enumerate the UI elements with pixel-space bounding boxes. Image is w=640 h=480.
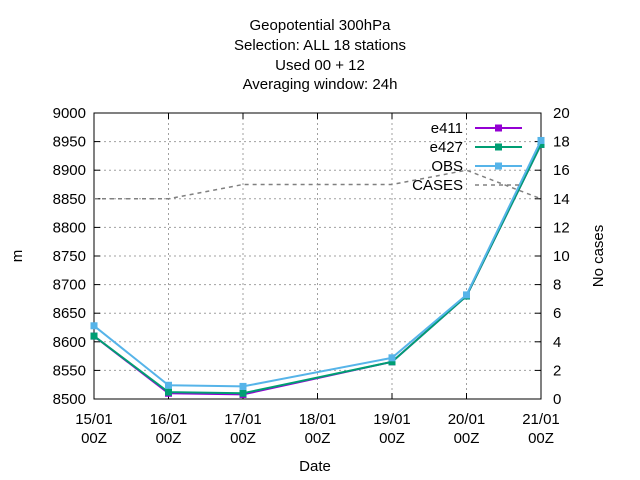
x-axis-ticks: 15/01 00Z 16/01 00Z 17/01 00Z 18/01 00Z 19/01 00Z… — [75, 113, 560, 447]
y2-tick-label: 10 — [553, 248, 570, 265]
data-point — [239, 382, 247, 390]
plot-frame — [93, 112, 542, 400]
legend: e411 e427 OBS CASES — [412, 120, 522, 194]
y-axis-ticks: 8500 8550 8600 8650 8700 8750 8800 8850 8900 8950… — [53, 105, 541, 408]
y-tick-label: 9000 — [53, 105, 86, 122]
series-line — [93, 140, 542, 388]
x-tick-label-date: 16/01 — [150, 411, 188, 428]
y2-tick-label: 8 — [553, 277, 561, 294]
data-point — [388, 358, 396, 366]
data-point — [165, 381, 172, 389]
data-point — [537, 140, 545, 148]
x-tick-label-date: 19/01 — [373, 411, 411, 428]
x-axis-label: Date — [299, 458, 331, 475]
data-point — [165, 388, 172, 396]
x-tick-label-time: 00Z — [379, 430, 405, 447]
y-tick-label: 8700 — [53, 277, 86, 294]
y2-tick-label: 2 — [553, 362, 561, 379]
legend-marker — [495, 162, 502, 170]
y2-tick-label: 0 — [553, 391, 561, 408]
y-tick-label: 8750 — [53, 248, 86, 265]
y2-tick-label: 12 — [553, 219, 570, 236]
data-point — [463, 291, 470, 299]
legend-label: e411 — [431, 120, 463, 137]
y-tick-label: 8900 — [53, 162, 86, 179]
y2-tick-label: 14 — [553, 191, 570, 208]
y-tick-label: 8800 — [53, 219, 86, 236]
legend-label: e427 — [430, 139, 463, 156]
y-tick-label: 8850 — [53, 191, 86, 208]
series-cases — [94, 169, 542, 200]
title-line-4: Averaging window: 24h — [242, 76, 398, 93]
legend-marker — [495, 143, 502, 151]
title-line-1: Geopotential 300hPa — [249, 17, 391, 34]
legend-marker — [495, 124, 502, 132]
title-line-3: Used 00 + 12 — [275, 57, 365, 74]
legend-label: OBS — [431, 158, 463, 175]
y-tick-label: 8500 — [53, 391, 86, 408]
x-tick-label-time: 00Z — [230, 430, 256, 447]
x-tick-label-time: 00Z — [454, 430, 480, 447]
y2-tick-label: 16 — [553, 162, 570, 179]
y-tick-label: 8550 — [53, 362, 86, 379]
legend-label: CASES — [412, 177, 463, 194]
y2-tick-label: 6 — [553, 305, 561, 322]
title-line-2: Selection: ALL 18 stations — [233, 37, 407, 54]
x-tick-label-date: 18/01 — [299, 411, 337, 428]
data-point — [90, 332, 98, 340]
grid-lines — [94, 113, 541, 399]
y2-tick-label: 20 — [553, 105, 570, 122]
y2-axis-label: No cases — [590, 225, 607, 288]
y2-axis-ticks: 0 2 4 6 8 10 12 14 16 18 20 — [553, 105, 570, 408]
x-tick-label-date: 21/01 — [522, 411, 560, 428]
x-tick-label-date: 15/01 — [75, 411, 113, 428]
y-tick-label: 8950 — [53, 134, 86, 151]
x-tick-label-date: 17/01 — [224, 411, 262, 428]
data-point — [537, 136, 545, 144]
x-tick-label-time: 00Z — [81, 430, 107, 447]
y2-tick-label: 18 — [553, 134, 570, 151]
series-line — [94, 169, 542, 200]
x-tick-label-time: 00Z — [305, 430, 331, 447]
data-point — [388, 354, 396, 362]
y-tick-label: 8600 — [53, 334, 86, 351]
y-tick-label: 8650 — [53, 305, 86, 322]
y-axis-label: m — [9, 250, 26, 263]
x-tick-label-date: 20/01 — [448, 411, 486, 428]
data-point — [90, 322, 98, 330]
x-tick-label-time: 00Z — [156, 430, 182, 447]
data-point — [239, 389, 247, 397]
series-obs — [90, 136, 545, 390]
y2-tick-label: 4 — [553, 334, 561, 351]
x-tick-label-time: 00Z — [528, 430, 554, 447]
